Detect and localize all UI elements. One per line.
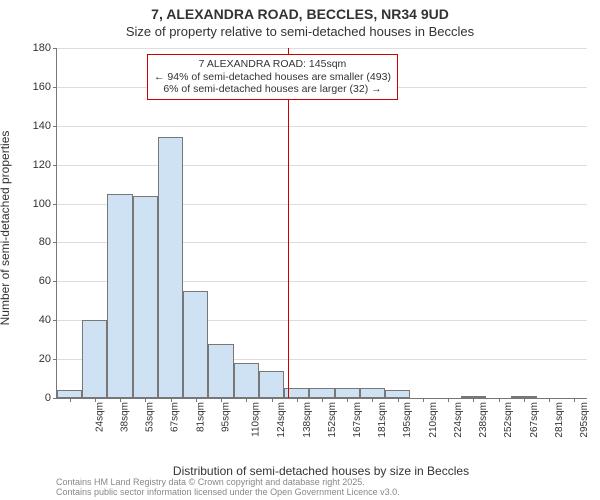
x-tick-label: 38sqm: [119, 402, 130, 432]
x-tick: [347, 398, 348, 402]
x-tick-label: 224sqm: [453, 402, 464, 438]
histogram-bar: [335, 388, 360, 398]
y-tick-label: 140: [33, 120, 51, 132]
x-tick-label: 167sqm: [352, 402, 363, 438]
histogram-bar: [183, 291, 208, 398]
x-tick-label: 238sqm: [478, 402, 489, 438]
histogram-bar: [234, 363, 259, 398]
x-tick: [372, 398, 373, 402]
callout-line: ← 94% of semi-detached houses are smalle…: [154, 71, 391, 84]
x-tick: [272, 398, 273, 402]
y-tick-label: 120: [33, 159, 51, 171]
callout-box: 7 ALEXANDRA ROAD: 145sqm← 94% of semi-de…: [147, 54, 398, 100]
y-tick-label: 160: [33, 81, 51, 93]
x-tick: [196, 398, 197, 402]
x-tick-label: 124sqm: [276, 402, 287, 438]
attribution-line2: Contains public sector information licen…: [56, 488, 400, 498]
x-tick: [524, 398, 525, 402]
x-tick: [145, 398, 146, 402]
x-tick-label: 138sqm: [302, 402, 313, 438]
x-tick: [574, 398, 575, 402]
x-tick: [171, 398, 172, 402]
y-tick-label: 0: [45, 392, 51, 404]
histogram-bar: [82, 320, 107, 398]
x-tick-label: 252sqm: [504, 402, 515, 438]
histogram-bar: [158, 137, 183, 398]
histogram-plot: 02040608010012014016018024sqm38sqm53sqm6…: [56, 48, 587, 399]
callout-line: 6% of semi-detached houses are larger (3…: [154, 83, 391, 96]
histogram-bar: [259, 371, 284, 398]
x-tick: [246, 398, 247, 402]
x-tick: [297, 398, 298, 402]
x-tick-label: 81sqm: [195, 402, 206, 432]
x-axis-label: Distribution of semi-detached houses by …: [56, 464, 586, 478]
x-tick: [322, 398, 323, 402]
y-tick: [53, 320, 57, 321]
y-tick: [53, 165, 57, 166]
attribution-text: Contains HM Land Registry data © Crown c…: [56, 478, 400, 498]
x-tick: [499, 398, 500, 402]
histogram-bar: [309, 388, 334, 398]
y-tick-label: 180: [33, 42, 51, 54]
x-tick: [221, 398, 222, 402]
y-tick: [53, 242, 57, 243]
gridline: [57, 165, 587, 166]
histogram-bar: [107, 194, 132, 398]
y-tick: [53, 281, 57, 282]
y-tick: [53, 398, 57, 399]
x-tick-label: 195sqm: [403, 402, 414, 438]
callout-line: 7 ALEXANDRA ROAD: 145sqm: [154, 58, 391, 71]
histogram-bar: [57, 390, 82, 398]
y-tick: [53, 126, 57, 127]
x-tick-label: 281sqm: [554, 402, 565, 438]
histogram-bar: [360, 388, 385, 398]
gridline: [57, 48, 587, 49]
x-tick: [398, 398, 399, 402]
y-tick: [53, 204, 57, 205]
x-tick-label: 24sqm: [94, 402, 105, 432]
y-tick-label: 20: [39, 353, 51, 365]
x-tick-label: 152sqm: [327, 402, 338, 438]
y-tick: [53, 359, 57, 360]
y-tick-label: 60: [39, 275, 51, 287]
x-tick: [120, 398, 121, 402]
x-tick: [448, 398, 449, 402]
x-tick: [549, 398, 550, 402]
x-tick-label: 267sqm: [529, 402, 540, 438]
x-tick-label: 67sqm: [170, 402, 181, 432]
x-tick: [473, 398, 474, 402]
page-title-line1: 7, ALEXANDRA ROAD, BECCLES, NR34 9UD: [0, 6, 600, 22]
x-tick: [95, 398, 96, 402]
histogram-bar: [208, 344, 233, 398]
y-tick-label: 100: [33, 198, 51, 210]
x-tick: [423, 398, 424, 402]
x-tick-label: 95sqm: [220, 402, 231, 432]
y-tick-label: 40: [39, 314, 51, 326]
y-tick: [53, 87, 57, 88]
x-tick-label: 53sqm: [145, 402, 156, 432]
x-tick: [70, 398, 71, 402]
page-title-line2: Size of property relative to semi-detach…: [0, 24, 600, 39]
y-tick: [53, 48, 57, 49]
x-tick-label: 110sqm: [250, 402, 261, 437]
y-tick-label: 80: [39, 236, 51, 248]
gridline: [57, 126, 587, 127]
histogram-bar: [133, 196, 158, 398]
reference-line: [288, 48, 289, 398]
y-axis-label: Number of semi-detached properties: [0, 48, 18, 408]
histogram-bar: [385, 390, 410, 398]
x-tick-label: 295sqm: [579, 402, 590, 438]
x-tick-label: 210sqm: [428, 402, 439, 438]
x-tick-label: 181sqm: [377, 402, 388, 438]
